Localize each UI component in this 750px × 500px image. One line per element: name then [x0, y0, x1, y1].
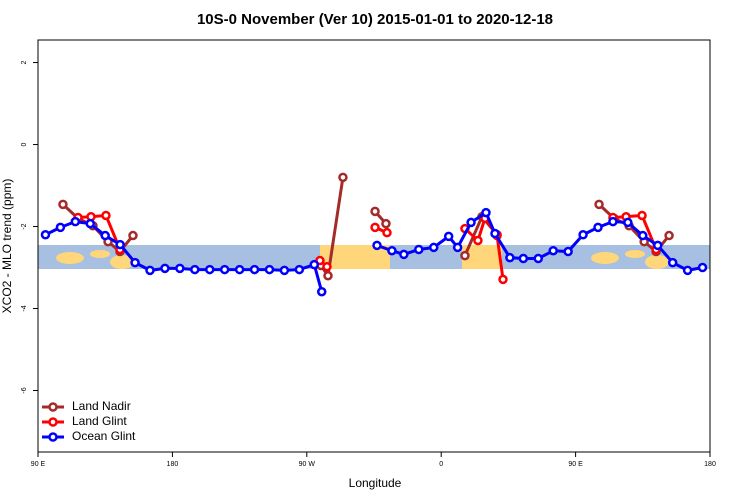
point: [55, 222, 66, 233]
point: [115, 239, 125, 250]
point: [100, 230, 110, 241]
x-tick-label: 180: [167, 461, 179, 468]
x-tick-label: 90 W: [299, 461, 316, 468]
legend-label: Ocean Glint: [72, 429, 136, 443]
point: [460, 250, 470, 261]
point: [372, 240, 382, 251]
point: [414, 244, 424, 255]
legend-marker: [48, 432, 58, 442]
point: [130, 257, 140, 268]
point: [452, 242, 463, 253]
point: [473, 235, 483, 246]
point: [697, 262, 708, 273]
x-tick-label: 90 E: [568, 461, 583, 468]
point: [664, 230, 674, 241]
point: [387, 245, 397, 256]
point: [128, 230, 138, 241]
point: [428, 242, 439, 253]
point: [466, 217, 476, 228]
point: [338, 172, 348, 183]
point: [578, 229, 588, 240]
point: [682, 265, 693, 276]
y-tick-label: -6: [21, 387, 28, 393]
point: [399, 249, 409, 260]
point: [623, 217, 633, 228]
legend-marker: [48, 402, 58, 412]
point: [638, 230, 648, 241]
point: [594, 199, 604, 210]
land-band: [56, 252, 84, 264]
point: [322, 261, 332, 272]
point: [234, 264, 245, 275]
point: [70, 216, 81, 227]
point: [608, 216, 618, 227]
point: [593, 222, 603, 233]
land-band: [110, 255, 134, 269]
y-tick-label: 0: [21, 142, 28, 146]
point: [160, 263, 170, 274]
land-band: [90, 250, 110, 258]
point: [443, 231, 454, 242]
point: [652, 240, 663, 251]
point: [219, 264, 230, 275]
point: [58, 199, 68, 210]
point: [505, 252, 515, 263]
land-band: [645, 255, 669, 269]
point: [309, 259, 320, 270]
point: [548, 245, 558, 256]
legend-label: Land Glint: [72, 414, 127, 428]
point: [498, 274, 508, 285]
point: [264, 264, 275, 275]
x-tick-label: 180: [704, 461, 716, 468]
point: [518, 253, 529, 264]
legend-marker: [48, 417, 58, 427]
land-band: [625, 250, 645, 258]
point: [667, 257, 678, 268]
y-axis-label: XCO2 - MLO trend (ppm): [0, 179, 14, 314]
legend-label: Land Nadir: [72, 399, 131, 413]
point: [382, 227, 392, 238]
point: [323, 270, 333, 281]
point: [370, 222, 380, 233]
point: [249, 264, 260, 275]
point: [40, 229, 51, 240]
chart-title: 10S-0 November (Ver 10) 2015-01-01 to 20…: [197, 11, 553, 28]
point: [533, 253, 544, 264]
point: [101, 210, 111, 221]
point: [316, 286, 327, 297]
point: [481, 207, 491, 218]
point: [490, 228, 500, 239]
point: [563, 246, 573, 257]
x-tick-label: 0: [439, 461, 443, 468]
point: [85, 218, 96, 229]
point: [381, 218, 391, 229]
point: [175, 263, 185, 274]
point: [204, 264, 215, 275]
x-tick-label: 90 E: [31, 461, 46, 468]
point: [637, 210, 647, 221]
point: [190, 264, 200, 275]
point: [294, 264, 305, 275]
y-tick-label: -2: [21, 223, 28, 229]
point: [279, 265, 290, 276]
plot-frame: [37, 39, 711, 453]
y-tick-label: -4: [21, 305, 28, 311]
y-tick-label: 2: [21, 61, 28, 65]
point: [145, 265, 155, 276]
point: [370, 206, 380, 217]
land-band: [591, 252, 619, 264]
x-axis-label: Longitude: [349, 476, 402, 490]
